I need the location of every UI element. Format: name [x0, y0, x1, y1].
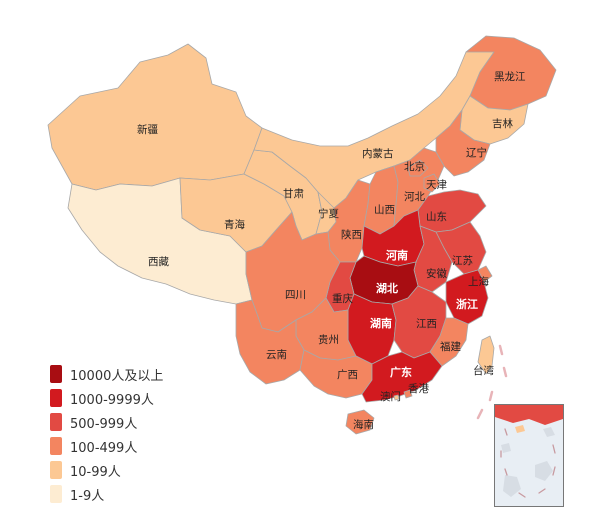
inset-island [515, 425, 525, 433]
nine-dash-line [476, 344, 508, 420]
region-hunan[interactable] [347, 293, 397, 365]
inset-mainland [495, 405, 563, 425]
region-liaoning[interactable] [435, 109, 491, 177]
inset-island [503, 475, 521, 497]
legend-item[interactable]: 500-999人 [50, 410, 210, 434]
region-beijing[interactable] [407, 159, 429, 177]
region-macau[interactable] [393, 394, 400, 401]
region-yunnan[interactable] [235, 299, 305, 385]
legend-swatch [50, 437, 62, 455]
region-shandong[interactable] [417, 189, 487, 233]
region-zhejiang[interactable] [445, 269, 489, 325]
region-xinjiang[interactable] [47, 43, 263, 191]
legend-label: 10-99人 [70, 464, 121, 480]
legend-swatch [50, 485, 62, 503]
inset-dash-line [500, 428, 556, 498]
inset-island [535, 461, 553, 481]
legend-item[interactable]: 1-9人 [50, 482, 210, 506]
legend-label: 500-999人 [70, 416, 138, 432]
region-shanxi[interactable] [363, 165, 399, 235]
region-hongkong[interactable] [403, 389, 413, 399]
region-hainan[interactable] [345, 409, 375, 435]
inset-map [495, 405, 563, 498]
legend-item[interactable]: 10-99人 [50, 458, 210, 482]
legend-label: 1-9人 [70, 488, 105, 504]
region-guangdong[interactable] [361, 351, 443, 403]
legend-item[interactable]: 100-499人 [50, 434, 210, 458]
south-china-sea-inset [494, 404, 564, 507]
legend-swatch [50, 365, 62, 383]
legend-label: 100-499人 [70, 440, 138, 456]
legend-label: 10000人及以上 [70, 368, 164, 384]
region-tianjin[interactable] [423, 173, 441, 193]
legend-swatch [50, 461, 62, 479]
region-taiwan[interactable] [477, 335, 495, 375]
region-heilongjiang[interactable] [465, 35, 557, 111]
legend-swatch [50, 389, 62, 407]
inset-island [543, 427, 555, 437]
inset-island [501, 443, 511, 453]
legend-item[interactable]: 10000人及以上 [50, 362, 210, 386]
legend-label: 1000-9999人 [70, 392, 154, 408]
legend-swatch [50, 413, 62, 431]
legend-item[interactable]: 1000-9999人 [50, 386, 210, 410]
region-fujian[interactable] [429, 317, 469, 367]
legend: 10000人及以上 1000-9999人 500-999人 100-499人 1… [50, 362, 210, 506]
